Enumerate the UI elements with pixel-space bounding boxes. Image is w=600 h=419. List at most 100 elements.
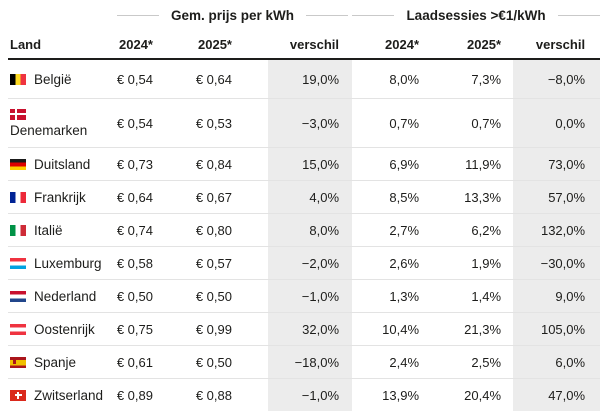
price-2024-value: € 0,50 bbox=[113, 279, 161, 313]
price-2025-value: € 0,64 bbox=[195, 71, 232, 87]
price-2025-value: € 0,80 bbox=[161, 213, 240, 247]
sessions-2025-value: 20,4% bbox=[427, 378, 510, 411]
country-cell: Luxemburg bbox=[10, 256, 113, 271]
price-2025-value: € 0,50 bbox=[161, 279, 240, 313]
luxembourg-flag-icon bbox=[10, 257, 26, 269]
decorative-line bbox=[306, 14, 349, 16]
france-flag-icon bbox=[10, 191, 26, 203]
country-name: België bbox=[34, 71, 72, 87]
price-change-value: 15,0% bbox=[268, 147, 353, 181]
country-name: Denemarken bbox=[10, 122, 88, 138]
price-2025-value: € 0,88 bbox=[161, 378, 240, 411]
sessions-2025-value: 1,4% bbox=[427, 279, 510, 313]
table-row-netherlands: Nederland € 0,50 € 0,50 −1,0% 1,3% 1,4% … bbox=[8, 279, 600, 313]
table-row-germany: Duitsland € 0,73 € 0,84 15,0% 6,9% 11,9%… bbox=[8, 147, 600, 181]
price-2024-value: € 0,75 bbox=[113, 312, 161, 346]
price-change-value: 19,0% bbox=[268, 59, 353, 99]
sessions-2024-value: 13,9% bbox=[352, 378, 428, 411]
country-cell: Italië bbox=[10, 223, 113, 238]
column-header-land: Land bbox=[8, 30, 113, 60]
country-cell: Denemarken bbox=[10, 104, 113, 143]
sessions-2025-value: 1,9% bbox=[427, 246, 510, 280]
netherlands-flag-icon bbox=[10, 290, 26, 302]
austria-flag-icon bbox=[10, 323, 26, 335]
price-2024-value: € 0,54 bbox=[116, 71, 153, 87]
column-header-sessions-2024: 2024* bbox=[352, 30, 428, 60]
column-group-row: Gem. prijs per kWh Laadsessies >€1/kWh bbox=[8, 0, 600, 30]
price-2024-value: € 0,89 bbox=[113, 378, 161, 411]
sessions-change-value: 0,0% bbox=[513, 98, 600, 148]
price-change-value: −18,0% bbox=[268, 345, 353, 379]
country-cell: Frankrijk bbox=[10, 190, 113, 205]
sessions-2024-value: 2,4% bbox=[352, 345, 428, 379]
sessions-2025-value: 11,9% bbox=[427, 147, 510, 181]
country-cell: België bbox=[10, 72, 113, 87]
table-row-france: Frankrijk € 0,64 € 0,67 4,0% 8,5% 13,3% … bbox=[8, 180, 600, 214]
price-2024-value: € 0,74 bbox=[113, 213, 161, 247]
table-row-belgium: België € 0,54 € 0,64 19,0% 8,0% 7,3% −8,… bbox=[8, 59, 600, 99]
sessions-2024-value: 8,5% bbox=[352, 180, 428, 214]
sessions-change-value: 6,0% bbox=[513, 345, 600, 379]
price-change-value: 4,0% bbox=[268, 180, 353, 214]
country-name: Zwitserland bbox=[34, 387, 104, 403]
country-name: Duitsland bbox=[34, 156, 91, 172]
sessions-2024-value: 0,7% bbox=[352, 98, 428, 148]
column-group-sessions: Laadsessies >€1/kWh bbox=[352, 8, 600, 23]
price-change-value: −1,0% bbox=[268, 378, 353, 411]
country-name: Frankrijk bbox=[34, 189, 86, 205]
table-row-luxembourg: Luxemburg € 0,58 € 0,57 −2,0% 2,6% 1,9% … bbox=[8, 246, 600, 280]
column-header-row: Land 2024* 2025* verschil 2024* 2025* ve… bbox=[8, 30, 600, 60]
price-change-value: 8,0% bbox=[268, 213, 353, 247]
sessions-change-value: 47,0% bbox=[513, 378, 600, 411]
table-row-denmark: Denemarken € 0,54 € 0,53 −3,0% 0,7% 0,7%… bbox=[8, 98, 600, 148]
column-group-title-sessions: Laadsessies >€1/kWh bbox=[406, 7, 546, 23]
country-cell: Zwitserland bbox=[10, 388, 113, 403]
sessions-2024-value: 2,6% bbox=[352, 246, 428, 280]
sessions-2024-value: 8,0% bbox=[389, 71, 420, 87]
sessions-2025-value: 0,7% bbox=[427, 98, 510, 148]
country-name: Italië bbox=[34, 222, 63, 238]
column-header-price-verschil: verschil bbox=[268, 30, 353, 60]
price-2025-value: € 0,57 bbox=[161, 246, 240, 280]
belgium-flag-icon bbox=[10, 73, 26, 85]
sessions-2025-value: 7,3% bbox=[471, 71, 502, 87]
data-table: Gem. prijs per kWh Laadsessies >€1/kWh L… bbox=[8, 0, 600, 411]
table-row-italy: Italië € 0,74 € 0,80 8,0% 2,7% 6,2% 132,… bbox=[8, 213, 600, 247]
table-row-switzerland: Zwitserland € 0,89 € 0,88 −1,0% 13,9% 20… bbox=[8, 378, 600, 411]
decorative-line bbox=[352, 14, 395, 16]
sessions-change-value: −8,0% bbox=[513, 59, 600, 99]
column-group-title-prices: Gem. prijs per kWh bbox=[171, 7, 295, 23]
denmark-flag-icon bbox=[10, 108, 26, 120]
sessions-2025-value: 2,5% bbox=[427, 345, 510, 379]
table-row-spain: Spanje € 0,61 € 0,50 −18,0% 2,4% 2,5% 6,… bbox=[8, 345, 600, 379]
price-2024-value: € 0,54 bbox=[113, 98, 161, 148]
country-cell: Oostenrijk bbox=[10, 322, 113, 337]
decorative-line bbox=[117, 14, 159, 16]
price-change-value: −3,0% bbox=[268, 98, 353, 148]
country-name: Oostenrijk bbox=[34, 321, 95, 337]
price-change-value: 32,0% bbox=[268, 312, 353, 346]
price-2025-value: € 0,84 bbox=[161, 147, 240, 181]
column-header-sessions-verschil: verschil bbox=[513, 30, 600, 60]
sessions-change-value: 57,0% bbox=[513, 180, 600, 214]
sessions-change-value: 132,0% bbox=[513, 213, 600, 247]
country-cell: Spanje bbox=[10, 355, 113, 370]
country-name: Luxemburg bbox=[34, 255, 102, 271]
sessions-change-value: −30,0% bbox=[513, 246, 600, 280]
column-header-price-2024: 2024* bbox=[113, 30, 161, 60]
sessions-2024-value: 1,3% bbox=[352, 279, 428, 313]
column-group-prices: Gem. prijs per kWh bbox=[113, 8, 352, 23]
country-name: Nederland bbox=[34, 288, 97, 304]
column-header-sessions-2025: 2025* bbox=[427, 30, 510, 60]
switzerland-flag-icon bbox=[10, 389, 26, 401]
germany-flag-icon bbox=[10, 158, 26, 170]
price-2024-value: € 0,73 bbox=[113, 147, 161, 181]
sessions-2024-value: 10,4% bbox=[352, 312, 428, 346]
price-2024-value: € 0,58 bbox=[113, 246, 161, 280]
italy-flag-icon bbox=[10, 224, 26, 236]
sessions-2024-value: 6,9% bbox=[352, 147, 428, 181]
sessions-change-value: 9,0% bbox=[513, 279, 600, 313]
column-header-price-2025: 2025* bbox=[161, 30, 240, 60]
price-2025-value: € 0,99 bbox=[161, 312, 240, 346]
